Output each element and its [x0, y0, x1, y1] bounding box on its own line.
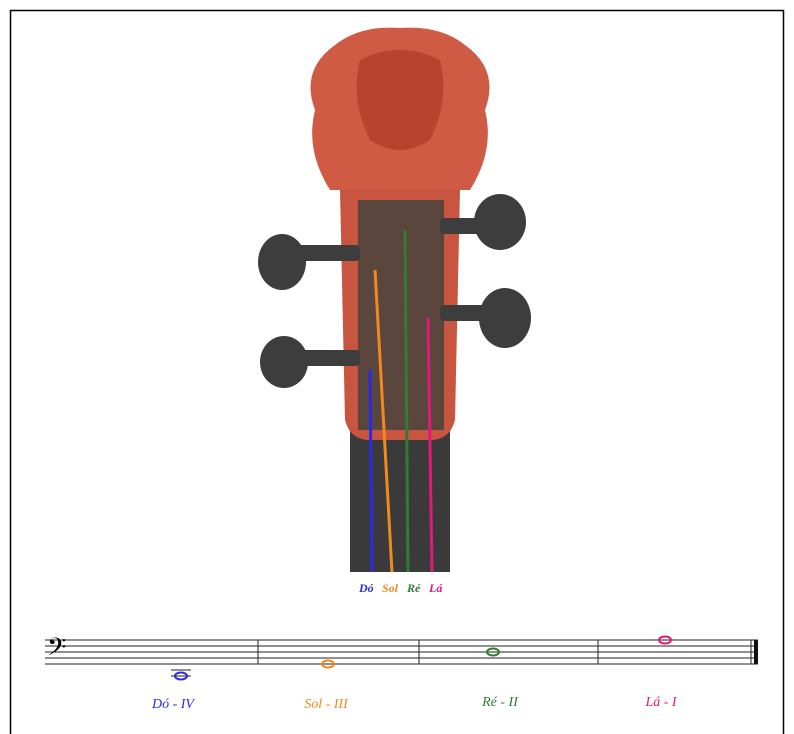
svg-text:𝄢: 𝄢	[47, 633, 66, 668]
string-label: Sol - III	[304, 697, 349, 712]
string-labels: Dó - IV Sol - III Ré - II Lá - I	[151, 695, 678, 712]
page: Dó Sol Ré Lá 𝄢 Dó - IV Sol - III Ré - II…	[0, 0, 794, 734]
caption-note: Sol	[382, 581, 399, 595]
staff: 𝄢	[45, 633, 758, 680]
cello-scroll-drawing	[258, 28, 531, 572]
string-label: Ré - II	[481, 695, 519, 710]
caption: Dó Sol Ré Lá	[358, 581, 443, 595]
caption-note: Dó	[358, 581, 374, 595]
caption-note: Lá	[428, 581, 443, 595]
fingerboard	[350, 430, 450, 572]
caption-note: Ré	[406, 581, 421, 595]
string-label: Lá - I	[644, 695, 677, 710]
document: Dó Sol Ré Lá 𝄢 Dó - IV Sol - III Ré - II…	[0, 0, 794, 734]
scroll-detail	[357, 50, 444, 150]
string-label: Dó - IV	[151, 697, 195, 712]
